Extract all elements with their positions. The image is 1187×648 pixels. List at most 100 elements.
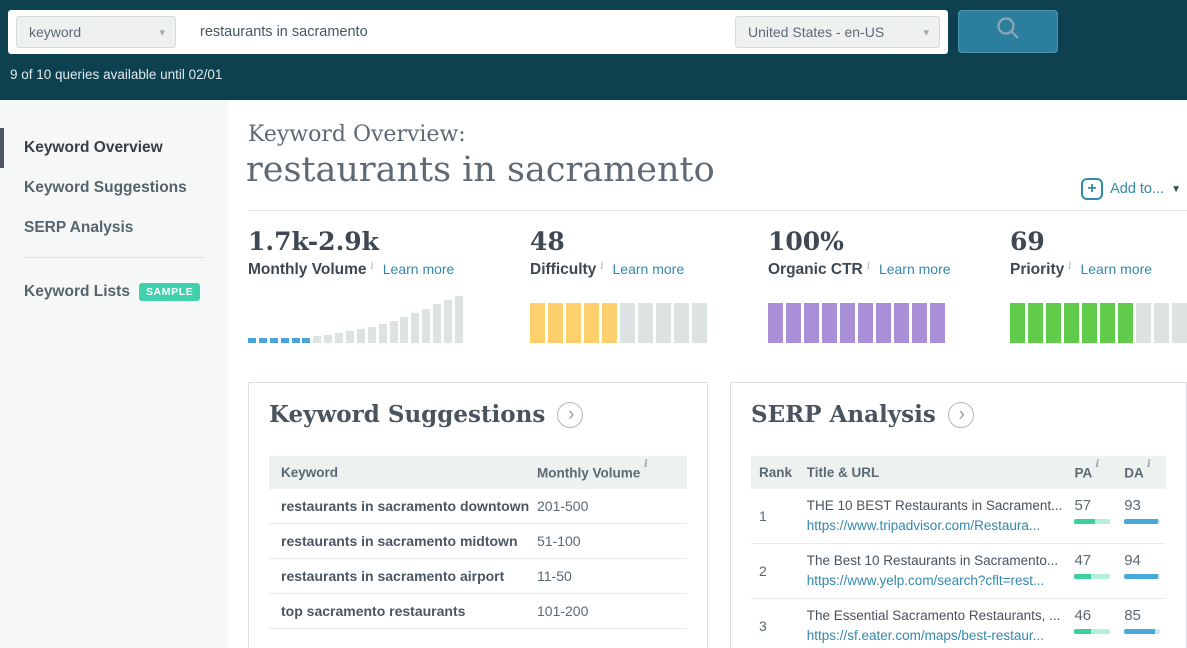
priority-segment-chart bbox=[1010, 303, 1187, 343]
table-header: Keyword Monthly Volume i bbox=[269, 456, 687, 489]
pa-score: 46 bbox=[1074, 606, 1124, 626]
sidebar-item-label: Keyword Overview bbox=[24, 139, 163, 157]
da-score: 85 bbox=[1124, 606, 1166, 626]
suggestion-volume: 51-100 bbox=[537, 533, 581, 549]
column-header-rank: Rank bbox=[751, 465, 807, 480]
da-meter bbox=[1124, 629, 1160, 634]
metric-label: Difficulty bbox=[530, 261, 596, 279]
column-header-title-url: Title & URL bbox=[807, 465, 1075, 480]
locale-dropdown[interactable]: United States - en-US ▾ bbox=[735, 16, 940, 48]
title-divider bbox=[248, 210, 1187, 211]
sidebar-item-label: Keyword Suggestions bbox=[24, 179, 187, 197]
learn-more-link[interactable]: Learn more bbox=[383, 261, 455, 277]
metric-priority: 69 Priority i Learn more bbox=[1010, 228, 1187, 345]
caret-down-icon: ▾ bbox=[159, 26, 165, 39]
metric-value: 100% bbox=[768, 228, 988, 256]
main-content: Keyword Overview: restaurants in sacrame… bbox=[248, 100, 1187, 648]
serp-rank: 3 bbox=[751, 606, 807, 648]
search-icon bbox=[993, 14, 1023, 49]
column-header-volume: Monthly Volume i bbox=[537, 464, 667, 481]
search-container: keyword ▾ United States - en-US ▾ bbox=[8, 10, 948, 54]
table-row: 2 The Best 10 Restaurants in Sacramento.… bbox=[751, 544, 1166, 599]
serp-rank: 2 bbox=[751, 551, 807, 598]
search-type-value: keyword bbox=[29, 24, 81, 40]
da-meter bbox=[1124, 574, 1160, 579]
pa-meter bbox=[1074, 519, 1110, 524]
serp-result-url[interactable]: https://sf.eater.com/maps/best-restaur..… bbox=[807, 626, 1075, 646]
organic-ctr-segment-chart bbox=[768, 303, 945, 343]
info-icon[interactable]: i bbox=[600, 261, 603, 272]
metric-value: 48 bbox=[530, 228, 750, 256]
sidebar-item-keyword-suggestions[interactable]: Keyword Suggestions bbox=[0, 168, 228, 208]
serp-result-url[interactable]: https://www.tripadvisor.com/Restaura... bbox=[807, 516, 1075, 536]
metric-organic-ctr: 100% Organic CTR i Learn more bbox=[768, 228, 988, 345]
chevron-right-icon[interactable]: › bbox=[557, 402, 583, 428]
sidebar-item-keyword-lists[interactable]: Keyword Lists bbox=[24, 283, 130, 301]
metric-difficulty: 48 Difficulty i Learn more bbox=[530, 228, 750, 345]
search-input[interactable] bbox=[200, 16, 720, 48]
search-type-dropdown[interactable]: keyword ▾ bbox=[16, 16, 176, 48]
query-quota-text: 9 of 10 queries available until 02/01 bbox=[10, 67, 222, 82]
top-search-bar: keyword ▾ United States - en-US ▾ 9 of 1… bbox=[0, 0, 1187, 100]
column-header-da: DA i bbox=[1124, 464, 1166, 481]
plus-icon: + bbox=[1081, 178, 1103, 200]
table-header: Rank Title & URL PA i DA i bbox=[751, 456, 1166, 489]
table-row: 3 The Essential Sacramento Restaurants, … bbox=[751, 599, 1166, 648]
suggestion-volume: 101-200 bbox=[537, 603, 588, 619]
table-row: 1 THE 10 BEST Restaurants in Sacrament..… bbox=[751, 489, 1166, 544]
locale-value: United States - en-US bbox=[748, 24, 884, 40]
serp-result-url[interactable]: https://www.yelp.com/search?cflt=rest... bbox=[807, 571, 1075, 591]
learn-more-link[interactable]: Learn more bbox=[613, 261, 685, 277]
info-icon[interactable]: i bbox=[1147, 459, 1151, 470]
sidebar-item-serp-analysis[interactable]: SERP Analysis bbox=[0, 208, 228, 248]
column-header-pa: PA i bbox=[1074, 464, 1124, 481]
serp-result-title: The Essential Sacramento Restaurants, ..… bbox=[807, 606, 1075, 626]
volume-histogram-chart bbox=[248, 296, 463, 343]
serp-result-title: THE 10 BEST Restaurants in Sacrament... bbox=[807, 496, 1075, 516]
info-icon[interactable]: i bbox=[1095, 459, 1099, 470]
page-title-keyword: restaurants in sacramento bbox=[246, 150, 715, 190]
difficulty-segment-chart bbox=[530, 303, 707, 343]
metric-monthly-volume: 1.7k-2.9k Monthly Volume i Learn more bbox=[248, 228, 508, 345]
add-to-label: Add to... bbox=[1110, 181, 1164, 197]
column-header-keyword: Keyword bbox=[269, 465, 537, 480]
suggestion-keyword: top sacramento restaurants bbox=[269, 603, 537, 619]
sample-badge: SAMPLE bbox=[139, 283, 200, 301]
card-title: Keyword Suggestions bbox=[269, 401, 545, 428]
caret-down-icon: ▾ bbox=[923, 26, 929, 39]
add-to-button[interactable]: + Add to... ▼ bbox=[1081, 178, 1181, 200]
chevron-down-icon: ▼ bbox=[1171, 184, 1181, 195]
suggestion-keyword: restaurants in sacramento airport bbox=[269, 568, 537, 584]
metric-label: Organic CTR bbox=[768, 261, 863, 279]
metric-value: 69 bbox=[1010, 228, 1187, 256]
serp-rank: 1 bbox=[751, 496, 807, 543]
suggestion-keyword: restaurants in sacramento midtown bbox=[269, 533, 537, 549]
da-score: 93 bbox=[1124, 496, 1166, 516]
table-row[interactable]: restaurants in sacramento airport 11-50 bbox=[269, 559, 687, 594]
da-score: 94 bbox=[1124, 551, 1166, 571]
suggestion-volume: 201-500 bbox=[537, 498, 588, 514]
info-icon[interactable]: i bbox=[867, 261, 870, 272]
info-icon[interactable]: i bbox=[1068, 261, 1071, 272]
table-row[interactable]: top sacramento restaurants 101-200 bbox=[269, 594, 687, 629]
chevron-right-icon[interactable]: › bbox=[948, 402, 974, 428]
pa-score: 57 bbox=[1074, 496, 1124, 516]
table-row[interactable]: restaurants in sacramento midtown 51-100 bbox=[269, 524, 687, 559]
info-icon[interactable]: i bbox=[644, 459, 648, 470]
suggestion-keyword: restaurants in sacramento downtown bbox=[269, 498, 537, 514]
pa-meter bbox=[1074, 629, 1110, 634]
sidebar-divider bbox=[24, 257, 204, 258]
card-title: SERP Analysis bbox=[751, 401, 936, 428]
learn-more-link[interactable]: Learn more bbox=[879, 261, 951, 277]
learn-more-link[interactable]: Learn more bbox=[1080, 261, 1152, 277]
sidebar-item-keyword-overview[interactable]: Keyword Overview bbox=[0, 128, 228, 168]
sidebar-item-label: SERP Analysis bbox=[24, 219, 133, 237]
pa-score: 47 bbox=[1074, 551, 1124, 571]
table-row[interactable]: restaurants in sacramento downtown 201-5… bbox=[269, 489, 687, 524]
keyword-suggestions-card: Keyword Suggestions › Keyword Monthly Vo… bbox=[248, 382, 708, 648]
page-title-eyebrow: Keyword Overview: bbox=[248, 122, 466, 147]
search-button[interactable] bbox=[958, 10, 1058, 53]
pa-meter bbox=[1074, 574, 1110, 579]
info-icon[interactable]: i bbox=[371, 261, 374, 272]
suggestions-table: Keyword Monthly Volume i restaurants in … bbox=[269, 456, 687, 629]
